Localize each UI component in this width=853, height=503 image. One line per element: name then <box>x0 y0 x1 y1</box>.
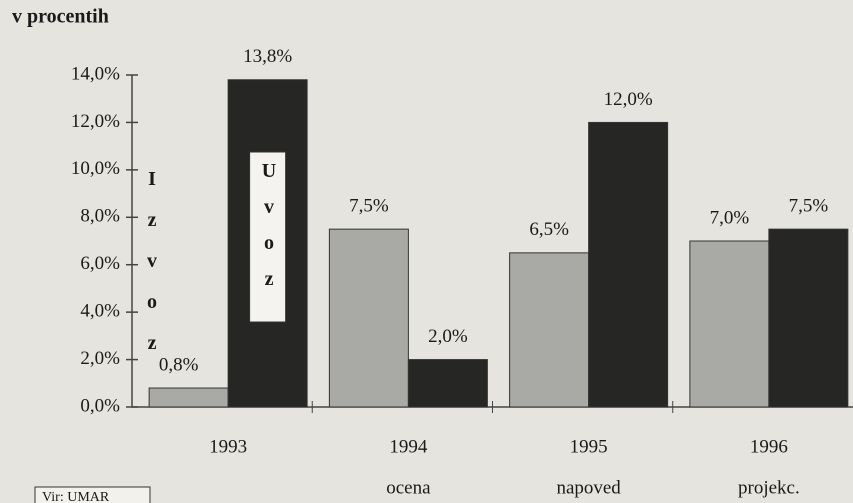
bar <box>407 359 488 408</box>
y-tick-label: 4,0% <box>80 301 120 322</box>
bar <box>509 252 590 408</box>
x-tick-label: 1993 <box>209 436 247 457</box>
legend-label: Izvoz <box>141 168 163 373</box>
y-tick-label: 6,0% <box>80 253 120 274</box>
value-label: 7,0% <box>710 207 750 228</box>
y-tick-label: 2,0% <box>80 348 120 369</box>
chart-title: v procentih <box>12 6 109 28</box>
bar <box>768 228 849 408</box>
y-tick-label: 8,0% <box>80 206 120 227</box>
bar <box>148 387 229 408</box>
x-tick-note: napoved <box>556 477 621 498</box>
x-tick-note: ocena <box>386 477 431 498</box>
y-tick-label: 10,0% <box>71 158 120 179</box>
value-label: 12,0% <box>604 89 653 110</box>
value-label: 7,5% <box>789 196 829 217</box>
y-tick-label: 14,0% <box>71 63 120 84</box>
value-label: 7,5% <box>349 196 389 217</box>
value-label: 13,8% <box>243 46 292 67</box>
source: Vir: UMAR <box>42 490 110 503</box>
x-tick-label: 1996 <box>750 436 788 457</box>
source-box <box>34 486 151 503</box>
x-tick-label: 1994 <box>389 436 428 457</box>
legend-box <box>249 151 287 323</box>
x-tick-label: 1995 <box>570 436 608 457</box>
bar <box>689 240 770 408</box>
value-label: 0,8% <box>159 354 199 375</box>
x-tick-note: projekc. <box>738 477 800 498</box>
value-label: 2,0% <box>428 326 468 347</box>
bar <box>588 121 669 408</box>
y-tick-label: 0,0% <box>80 395 120 416</box>
bar <box>328 228 409 408</box>
y-tick-label: 12,0% <box>71 111 120 132</box>
legend-label: Uvoz <box>258 160 280 304</box>
value-label: 6,5% <box>529 219 569 240</box>
